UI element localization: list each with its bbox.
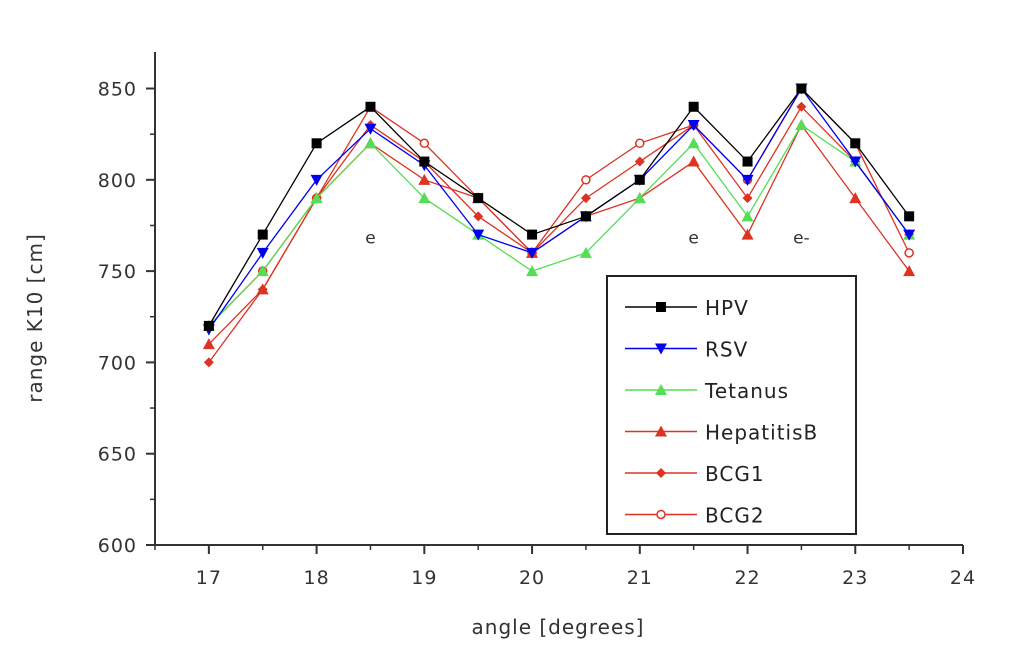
data-point-hpv <box>311 138 322 149</box>
legend-marker-tetanus <box>655 384 667 395</box>
data-point-bcg1 <box>580 193 591 204</box>
tick-labels: 600 650 700 750 800 850 17 18 19 20 21 22 23 24 <box>98 79 976 589</box>
data-point-hpv <box>365 101 376 112</box>
data-point-tetanus <box>256 265 269 277</box>
x-tick-label: 21 <box>627 567 653 589</box>
data-point-tetanus <box>795 119 808 131</box>
data-point-hpv <box>904 211 915 222</box>
data-point-rsv <box>310 174 323 186</box>
legend-marker-hepatitisb <box>655 425 667 437</box>
annotation-label: e- <box>793 229 810 249</box>
data-point-hepatitisb <box>849 192 862 204</box>
data-point-bcg1 <box>742 193 753 204</box>
x-tick-label: 20 <box>519 567 545 589</box>
series-line-tetanus <box>208 124 910 327</box>
series-hpv <box>203 83 915 331</box>
data-point-hepatitisb <box>903 265 916 277</box>
data-point-hepatitisb <box>418 173 431 185</box>
x-axis-title: angle [degrees] <box>472 615 645 639</box>
data-point-hpv <box>580 211 591 222</box>
data-point-hpv <box>527 229 538 240</box>
data-point-rsv <box>472 229 485 241</box>
data-point-hepatitisb <box>687 155 700 167</box>
legend-label-rsv: RSV <box>705 338 748 362</box>
data-point-rsv <box>687 120 700 132</box>
data-point-hpv <box>634 174 645 185</box>
y-tick-label: 600 <box>98 535 137 557</box>
data-point-bcg1 <box>634 156 645 167</box>
axes <box>146 52 964 554</box>
annotation-label: e <box>365 229 375 249</box>
legend-marker-rsv <box>655 343 667 355</box>
data-point-tetanus <box>310 192 323 204</box>
data-point-hpv <box>742 156 753 167</box>
data-point-bcg1 <box>203 357 214 368</box>
legend-label-hepatitisb: HepatitisB <box>705 421 818 445</box>
data-point-hepatitisb <box>741 228 754 240</box>
data-point-rsv <box>849 156 862 168</box>
data-point-bcg1 <box>796 101 807 112</box>
x-tick-label: 24 <box>950 567 976 589</box>
x-tick-label: 17 <box>196 567 222 589</box>
x-tick-label: 23 <box>842 567 868 589</box>
y-tick-label: 700 <box>98 352 137 374</box>
data-point-hpv <box>203 320 214 331</box>
data-point-tetanus <box>418 192 431 204</box>
data-point-rsv <box>741 174 754 186</box>
y-tick-label: 850 <box>98 79 137 101</box>
legend-marker-bcg1 <box>656 468 666 478</box>
data-point-rsv <box>903 229 916 241</box>
data-point-hepatitisb <box>202 338 215 350</box>
data-point-hpv <box>473 193 484 204</box>
data-point-hpv <box>850 138 861 149</box>
series-line-hpv <box>208 87 910 327</box>
annotations: e e e- <box>365 229 809 249</box>
legend-box <box>606 275 857 535</box>
data-point-tetanus <box>364 137 377 149</box>
y-tick-label: 800 <box>98 170 137 192</box>
data-point-tetanus <box>741 210 754 222</box>
y-tick-label: 650 <box>98 444 137 466</box>
legend-label-bcg1: BCG1 <box>705 462 765 486</box>
data-point-tetanus <box>687 137 700 149</box>
data-point-bcg1 <box>473 211 484 222</box>
x-tick-label: 22 <box>734 567 760 589</box>
data-point-hpv <box>419 156 430 167</box>
data-point-tetanus <box>526 265 539 277</box>
x-tick-label: 18 <box>304 567 330 589</box>
legend-label-bcg2: BCG2 <box>705 504 765 528</box>
legend-marker-bcg2 <box>656 509 666 520</box>
data-point-bcg2 <box>419 138 430 149</box>
data-point-bcg2 <box>904 248 914 258</box>
legend: HPV RSV Tetanus HepatitisB BCG1 BCG2 <box>606 275 857 535</box>
series-rsv <box>202 83 916 336</box>
data-point-rsv <box>364 123 377 135</box>
data-point-hpv <box>796 83 807 94</box>
legend-label-hpv: HPV <box>705 296 749 320</box>
series-line-rsv <box>208 87 910 330</box>
legend-marker-hpv <box>656 302 666 312</box>
data-point-hpv <box>688 101 699 112</box>
data-point-rsv <box>526 247 539 259</box>
data-point-bcg2 <box>581 175 591 185</box>
data-point-rsv <box>256 247 269 259</box>
y-axis-title: range K10 [cm] <box>23 233 47 403</box>
data-point-hepatitisb <box>256 283 269 295</box>
series-layer <box>202 83 916 368</box>
annotation-label: e <box>688 229 698 249</box>
legend-label-tetanus: Tetanus <box>704 379 789 403</box>
data-point-tetanus <box>633 192 646 204</box>
data-point-hpv <box>257 229 268 240</box>
x-tick-label: 19 <box>411 567 437 589</box>
y-tick-label: 750 <box>98 261 137 283</box>
data-point-tetanus <box>579 246 592 258</box>
data-point-bcg2 <box>635 138 645 149</box>
